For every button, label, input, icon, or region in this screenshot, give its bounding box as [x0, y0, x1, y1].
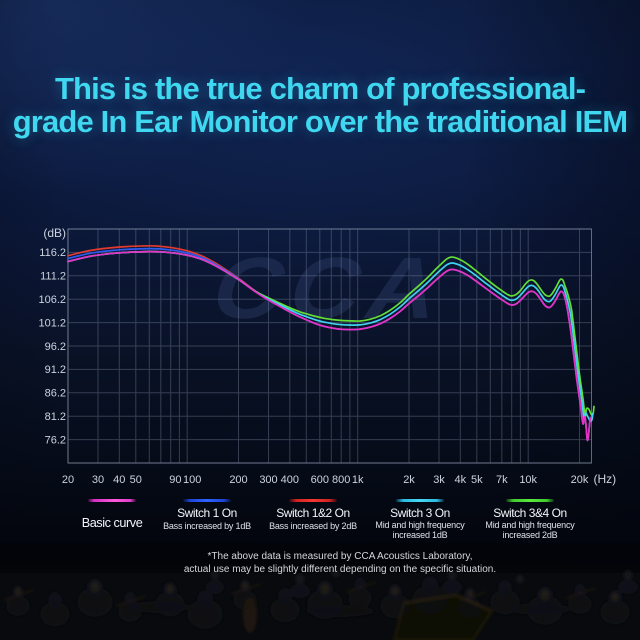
svg-text:1k: 1k [352, 474, 364, 486]
svg-text:(Hz): (Hz) [594, 472, 617, 486]
svg-text:81.2: 81.2 [45, 411, 66, 423]
svg-text:20: 20 [62, 474, 74, 486]
svg-text:400: 400 [281, 474, 299, 486]
svg-text:5k: 5k [471, 474, 483, 486]
svg-text:600: 600 [311, 474, 329, 486]
svg-text:91.2: 91.2 [45, 364, 66, 376]
svg-text:4k: 4k [454, 474, 466, 486]
svg-text:(dB): (dB) [43, 226, 66, 240]
svg-text:86.2: 86.2 [45, 388, 66, 400]
svg-text:116.2: 116.2 [39, 247, 66, 259]
svg-text:2k: 2k [403, 474, 415, 486]
svg-text:101.2: 101.2 [38, 317, 66, 329]
svg-text:7k: 7k [496, 474, 508, 486]
svg-text:106.2: 106.2 [38, 294, 66, 306]
svg-text:90: 90 [169, 474, 181, 486]
svg-text:20k: 20k [571, 474, 589, 486]
svg-text:40: 40 [113, 474, 125, 486]
svg-text:96.2: 96.2 [45, 341, 66, 353]
svg-text:200: 200 [229, 474, 247, 486]
svg-text:10k: 10k [519, 474, 537, 486]
svg-text:3k: 3k [433, 474, 445, 486]
svg-text:111.2: 111.2 [40, 271, 66, 283]
svg-text:50: 50 [130, 474, 142, 486]
svg-text:300: 300 [259, 474, 277, 486]
svg-text:30: 30 [92, 474, 104, 486]
svg-text:800: 800 [332, 474, 350, 486]
svg-text:76.2: 76.2 [45, 434, 66, 446]
svg-text:100: 100 [183, 474, 201, 486]
